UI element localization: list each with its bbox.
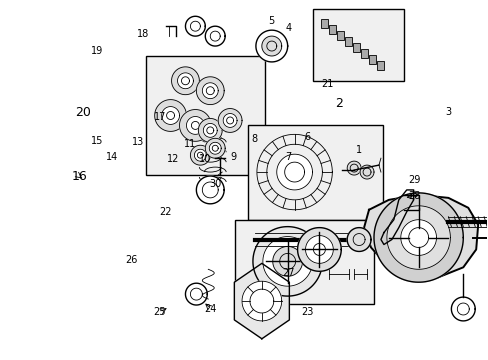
Text: 28: 28 <box>407 191 420 201</box>
Polygon shape <box>198 118 222 142</box>
Polygon shape <box>255 30 287 62</box>
Polygon shape <box>177 73 193 89</box>
Polygon shape <box>203 123 217 137</box>
Polygon shape <box>185 283 207 305</box>
Polygon shape <box>223 113 237 127</box>
Polygon shape <box>346 161 360 175</box>
Text: 3: 3 <box>444 107 450 117</box>
Bar <box>313 9 403 81</box>
Text: 15: 15 <box>91 136 103 146</box>
Text: 25: 25 <box>153 307 165 317</box>
Polygon shape <box>272 247 302 276</box>
Text: 8: 8 <box>251 134 257 144</box>
Polygon shape <box>263 237 312 286</box>
Text: 19: 19 <box>91 46 103 57</box>
Bar <box>145 56 264 175</box>
Bar <box>376 61 383 70</box>
Polygon shape <box>186 117 204 134</box>
Text: 18: 18 <box>136 28 148 39</box>
Text: 20: 20 <box>75 105 91 119</box>
Polygon shape <box>196 176 224 204</box>
Text: 29: 29 <box>407 175 420 185</box>
Polygon shape <box>262 36 281 56</box>
Polygon shape <box>218 109 242 132</box>
Polygon shape <box>194 149 206 161</box>
Text: 23: 23 <box>301 307 313 317</box>
Text: 7: 7 <box>285 152 291 162</box>
Text: 1: 1 <box>355 145 361 155</box>
Text: 21: 21 <box>320 78 332 89</box>
Polygon shape <box>400 220 436 255</box>
Polygon shape <box>305 235 333 264</box>
Text: 2: 2 <box>334 97 343 110</box>
Text: 11: 11 <box>183 139 196 149</box>
Text: 12: 12 <box>166 154 179 163</box>
Polygon shape <box>190 145 210 165</box>
Polygon shape <box>154 100 186 131</box>
Text: 9: 9 <box>230 152 236 162</box>
Polygon shape <box>234 264 289 339</box>
Text: 26: 26 <box>125 255 138 265</box>
Text: 14: 14 <box>106 152 119 162</box>
Polygon shape <box>171 67 199 95</box>
Polygon shape <box>297 228 341 271</box>
Polygon shape <box>162 107 179 125</box>
Text: 17: 17 <box>154 112 166 122</box>
Polygon shape <box>252 227 322 296</box>
Polygon shape <box>179 109 211 141</box>
Text: 22: 22 <box>159 207 172 217</box>
Text: 4: 4 <box>285 23 291 33</box>
Text: 24: 24 <box>204 303 216 314</box>
Bar <box>328 25 336 34</box>
Bar <box>352 43 359 52</box>
Bar <box>360 49 367 58</box>
Bar <box>337 31 344 40</box>
Polygon shape <box>242 281 281 321</box>
Polygon shape <box>209 142 221 154</box>
Polygon shape <box>364 195 477 277</box>
Text: 27: 27 <box>282 268 294 278</box>
Text: 16: 16 <box>72 170 87 183</box>
Text: 5: 5 <box>267 16 274 26</box>
Polygon shape <box>205 138 224 158</box>
Polygon shape <box>346 228 370 251</box>
Polygon shape <box>196 77 224 105</box>
Polygon shape <box>185 16 205 36</box>
Text: 30: 30 <box>209 179 221 189</box>
Polygon shape <box>202 83 218 99</box>
Polygon shape <box>276 154 312 190</box>
Polygon shape <box>373 193 462 282</box>
Polygon shape <box>205 26 224 46</box>
Bar <box>321 19 327 28</box>
Text: 10: 10 <box>198 154 210 163</box>
Text: 6: 6 <box>304 132 310 142</box>
Polygon shape <box>386 206 449 269</box>
Bar <box>345 37 351 46</box>
Polygon shape <box>450 297 474 321</box>
Polygon shape <box>359 165 373 179</box>
Bar <box>235 220 373 304</box>
Text: 13: 13 <box>131 138 143 148</box>
Bar <box>368 55 375 64</box>
Bar <box>247 125 382 220</box>
